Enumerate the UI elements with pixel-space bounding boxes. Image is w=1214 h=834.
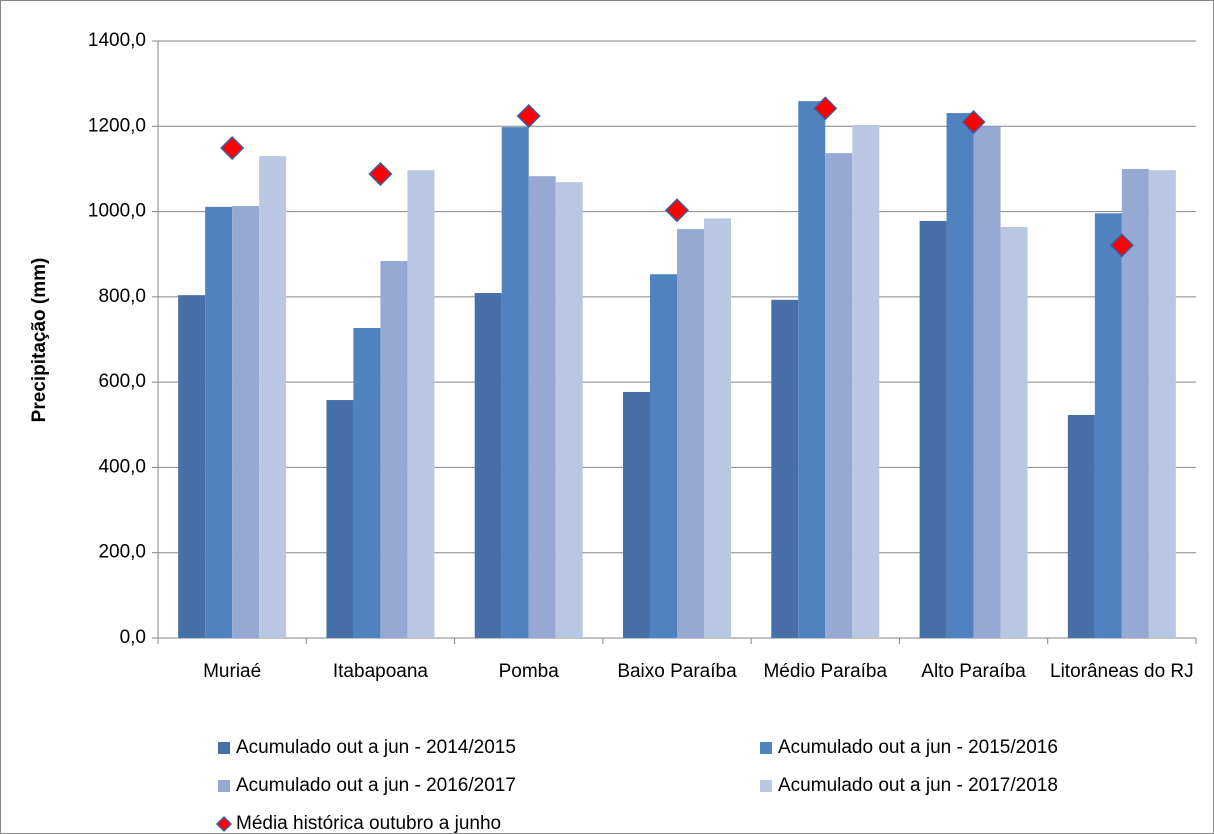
bar (407, 170, 435, 638)
legend-label: Acumulado out a jun - 2017/2018 (778, 775, 1058, 796)
bar (1148, 170, 1176, 638)
bar (677, 229, 704, 638)
y-tick-label: 1200,0 (88, 115, 146, 136)
bar (205, 206, 233, 638)
x-tick-label: Médio Paraíba (763, 661, 887, 682)
y-axis-title: Precipitação (mm) (29, 258, 50, 423)
legend-label: Acumulado out a jun - 2014/2015 (236, 737, 516, 758)
x-tick-label: Pomba (499, 661, 560, 682)
y-tick-label: 400,0 (98, 456, 146, 477)
bar (501, 127, 529, 638)
x-tick-label: Baixo Paraíba (617, 661, 737, 682)
bar (798, 101, 826, 639)
marker (961, 109, 986, 135)
bar (825, 153, 853, 639)
bar (178, 295, 206, 638)
legend-swatch (760, 742, 772, 754)
x-tick-label: Alto Paraíba (921, 661, 1026, 682)
marker (220, 135, 245, 161)
bar (623, 391, 650, 638)
bar (1000, 226, 1028, 638)
marker (1109, 233, 1134, 258)
legend-swatch (218, 742, 230, 754)
bar (1094, 213, 1122, 638)
bar (232, 206, 260, 638)
y-tick-label: 0,0 (120, 627, 146, 648)
bar (353, 327, 381, 638)
y-tick-label: 200,0 (98, 542, 146, 563)
y-tick-label: 800,0 (98, 286, 146, 307)
marker (516, 103, 541, 129)
bar (704, 218, 731, 638)
y-tick-label: 600,0 (98, 371, 146, 392)
marker (664, 198, 690, 223)
bar (771, 299, 799, 638)
legend-swatch (218, 780, 230, 792)
y-tick-label: 1000,0 (88, 201, 146, 222)
bar (973, 126, 1001, 639)
bar (259, 156, 287, 638)
bar (555, 182, 583, 638)
bar (946, 113, 974, 639)
bar (326, 400, 354, 638)
x-tick-label: Itabapoana (333, 661, 429, 682)
legend-swatch (760, 780, 772, 792)
legend-label: Média histórica outubro a junho (236, 813, 501, 834)
legend-marker (215, 815, 233, 833)
marker (368, 161, 393, 187)
x-tick-label: Litorâneas do RJ (1050, 661, 1194, 682)
legend-label: Acumulado out a jun - 2015/2016 (778, 737, 1058, 758)
bar (474, 293, 502, 638)
marker (813, 96, 838, 121)
bar (380, 261, 408, 638)
bar (528, 176, 556, 638)
y-tick-label: 1400,0 (88, 30, 146, 51)
bar (1067, 414, 1095, 638)
legend-label: Acumulado out a jun - 2016/2017 (236, 775, 516, 796)
bar (919, 220, 947, 638)
x-tick-label: Muriaé (203, 661, 261, 682)
bar (852, 125, 880, 639)
bar (650, 274, 677, 638)
